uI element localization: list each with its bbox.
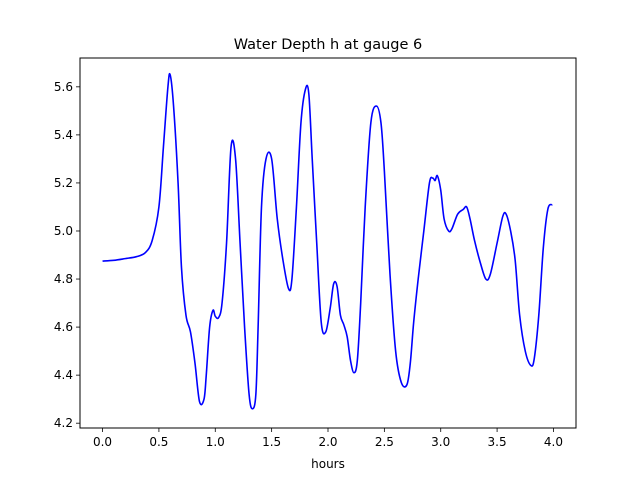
x-tick-label: 0.5 <box>149 435 168 449</box>
y-tick-label: 5.2 <box>54 176 73 190</box>
y-tick-label: 5.6 <box>54 80 73 94</box>
x-tick-label: 1.5 <box>262 435 281 449</box>
x-tick-label: 1.0 <box>206 435 225 449</box>
y-axis: 4.2 4.4 4.6 4.8 5.0 5.2 5.4 5.6 <box>54 80 80 430</box>
y-tick-label: 5.4 <box>54 128 73 142</box>
y-tick-label: 4.8 <box>54 272 73 286</box>
plot-area: 0.0 0.5 1.0 1.5 2.0 2.5 3.0 3.5 4.0 4.2 4.4 4.6 4.8… <box>54 57 577 449</box>
x-tick-label: 2.0 <box>318 435 337 449</box>
x-tick-label: 4.0 <box>544 435 563 449</box>
x-tick-label: 3.5 <box>488 435 507 449</box>
series-line <box>102 72 553 410</box>
y-tick-label: 4.2 <box>54 416 73 430</box>
x-tick-label: 0.0 <box>93 435 112 449</box>
y-tick-label: 4.6 <box>54 320 73 334</box>
chart-title: Water Depth h at gauge 6 <box>234 37 422 53</box>
y-tick-label: 5.0 <box>54 224 73 238</box>
x-tick-label: 3.0 <box>431 435 450 449</box>
x-axis: 0.0 0.5 1.0 1.5 2.0 2.5 3.0 3.5 4.0 <box>93 428 563 449</box>
data-layer <box>102 72 553 410</box>
axes-frame <box>79 57 577 429</box>
y-tick-label: 4.4 <box>54 368 73 382</box>
x-tick-label: 2.5 <box>375 435 394 449</box>
x-axis-label: hours <box>311 457 345 471</box>
